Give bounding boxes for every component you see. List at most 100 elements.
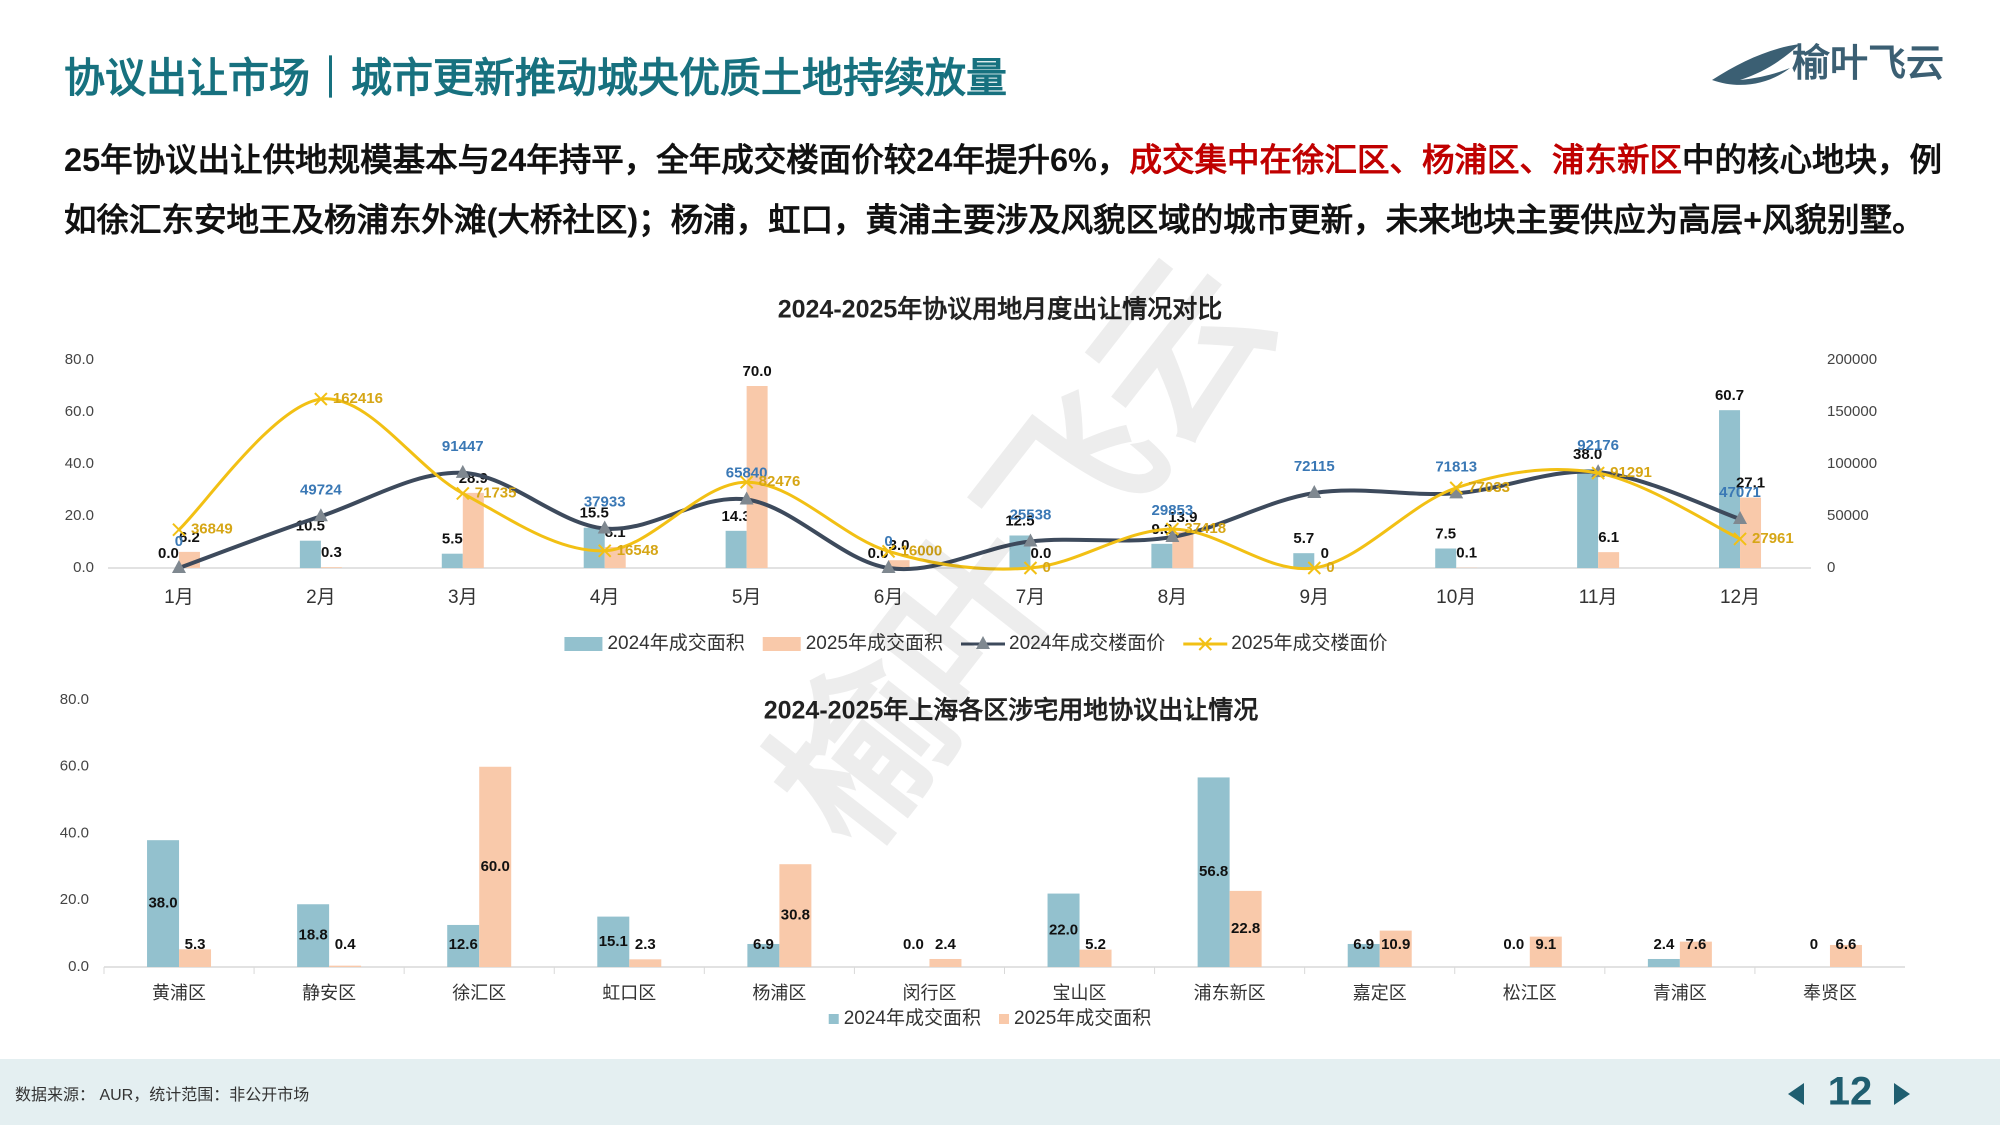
data-label: 6.1 [1598, 529, 1619, 546]
bar [1719, 410, 1741, 568]
legend-item: 2025年成交面积 [999, 1007, 1151, 1029]
bar [747, 943, 780, 967]
data-label: 3.0 [889, 537, 910, 554]
bar [479, 766, 512, 967]
x-tick-label: 奉贤区 [1803, 983, 1857, 1003]
x-tick-label: 6月 [874, 587, 904, 608]
x-tick-label: 黄浦区 [152, 983, 206, 1003]
data-label: 5.3 [185, 936, 206, 953]
data-label: 27.1 [1736, 475, 1765, 492]
data-label: 0.0 [1031, 545, 1052, 562]
y2-tick-label: 100000 [1827, 455, 1877, 472]
x-tick-label: 浦东新区 [1194, 983, 1266, 1003]
data-label: 0 [1042, 559, 1050, 576]
line-marker [597, 520, 612, 534]
data-label: 0 [1321, 545, 1329, 562]
data-label: 15.1 [599, 933, 628, 950]
x-tick-label: 8月 [1158, 587, 1188, 608]
x-tick-label: 9月 [1300, 587, 1330, 608]
data-label: 2.4 [935, 936, 957, 953]
data-label: 0.4 [335, 936, 357, 953]
marker-stroke [1198, 637, 1212, 651]
bar [320, 567, 342, 568]
line-marker [456, 486, 470, 501]
data-label: 9.1 [1535, 936, 1556, 953]
x-tick-label: 闵行区 [902, 983, 956, 1003]
bar [447, 924, 480, 967]
line-marker [881, 544, 896, 559]
line-marker [455, 464, 470, 478]
bar [147, 840, 180, 967]
bar [779, 864, 812, 967]
x-tick-label: 4月 [590, 587, 620, 608]
data-label: 60.7 [1715, 387, 1744, 404]
chart-title: 2024-2025年上海各区涉宅用地协议出让情况 [764, 696, 1259, 725]
bar [1047, 893, 1080, 967]
line-marker [739, 475, 754, 489]
legend-label: 2025年成交面积 [806, 632, 943, 654]
marker-stroke [1733, 532, 1747, 546]
line-marker [1307, 561, 1321, 575]
data-label: 22.0 [1049, 921, 1078, 938]
data-label: 18.8 [299, 927, 328, 944]
next-arrow[interactable] [1894, 1083, 1910, 1105]
bar [888, 560, 910, 568]
bar [929, 958, 962, 967]
x-tick-label: 3月 [448, 587, 478, 608]
bar [725, 530, 747, 568]
data-label: 6.6 [1836, 936, 1857, 953]
logo-text: 榆叶飞云 [1792, 43, 1944, 85]
line-marker [172, 522, 186, 537]
x-tick-label: 7月 [1016, 587, 1046, 608]
data-label: 0 [1810, 936, 1818, 953]
bar [1577, 469, 1599, 568]
y-tick-label: 0.0 [68, 958, 89, 975]
marker-stroke [598, 544, 612, 558]
line [177, 397, 1741, 571]
chart: 2024-2025年上海各区涉宅用地协议出让情况 0.0 20.0 40.0 60.0 8… [60, 691, 1905, 1029]
data-label: 0.3 [321, 544, 342, 561]
line-marker [1591, 466, 1605, 480]
y-tick-label: 20.0 [65, 507, 94, 524]
data-label: 0.0 [903, 936, 924, 953]
chart-title: 2024-2025年协议用地月度出让情况对比 [778, 295, 1223, 324]
line-marker [1165, 528, 1180, 542]
line-marker [1449, 485, 1464, 499]
line-marker [171, 560, 186, 573]
data-label: 91291 [1610, 464, 1652, 481]
prev-arrow[interactable] [1788, 1083, 1804, 1105]
legend-item: 2024年成交楼面价 [961, 632, 1165, 654]
legend-item: 2025年成交楼面价 [1183, 632, 1388, 654]
slide-title: 协议出让市场｜城市更新推动城央优质土地持续放量 [64, 55, 1007, 101]
marker-stroke [172, 522, 186, 537]
y-tick-label: 60.0 [65, 403, 94, 420]
data-label: 16548 [617, 542, 659, 559]
data-label: 71813 [1435, 458, 1477, 475]
bar [329, 965, 362, 967]
bar [1647, 958, 1680, 967]
x-tick-label: 静安区 [302, 983, 356, 1003]
bar [1379, 930, 1412, 967]
bar [1197, 777, 1230, 967]
data-label: 5.2 [1085, 936, 1106, 953]
data-label: 47071 [1719, 484, 1761, 501]
data-label: 38.0 [148, 895, 177, 912]
data-label: 22.8 [1231, 920, 1260, 937]
footer: 数据来源： AUR，统计范围：非公开市场 [0, 1059, 2000, 1125]
data-label: 16000 [901, 542, 943, 559]
data-label: 70.0 [743, 363, 772, 380]
y-tick-label: 20.0 [60, 891, 89, 908]
x-tick-label: 12月 [1720, 587, 1760, 608]
y-tick-label: 60.0 [60, 758, 89, 775]
line-points: 36849 162416 71735 16548 82476 16000 0 37418 0 77… [172, 390, 1794, 576]
y-tick-label: 0.0 [73, 559, 94, 576]
data-label: 0 [884, 533, 892, 550]
data-label: 38.0 [1573, 446, 1602, 463]
bar [1079, 949, 1112, 967]
bar [1293, 553, 1315, 568]
line-points: 0 49724 91447 37933 65840 0 25538 29853 72115 718… [171, 437, 1761, 573]
data-label: 5.7 [1293, 530, 1314, 547]
data-label: 77033 [1468, 479, 1510, 496]
x-tick-label: 5月 [732, 587, 762, 608]
legend-label: 2024年成交楼面价 [1009, 632, 1165, 654]
